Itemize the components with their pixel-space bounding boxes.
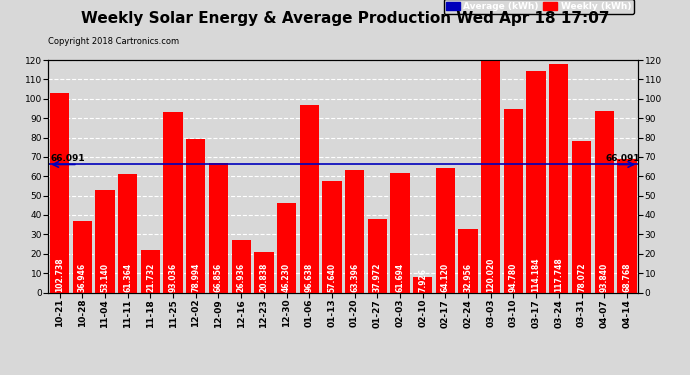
Bar xyxy=(458,229,477,292)
Bar xyxy=(141,251,160,292)
Text: 64.120: 64.120 xyxy=(441,262,450,291)
Text: 120.020: 120.020 xyxy=(486,257,495,291)
Text: 61.694: 61.694 xyxy=(395,262,404,291)
Text: 61.364: 61.364 xyxy=(124,262,132,291)
Bar xyxy=(232,240,250,292)
Bar xyxy=(164,112,183,292)
Text: 36.946: 36.946 xyxy=(78,262,87,291)
Text: 117.748: 117.748 xyxy=(554,257,563,291)
Bar xyxy=(526,71,546,292)
Text: 96.638: 96.638 xyxy=(305,262,314,291)
Bar xyxy=(368,219,387,292)
Text: 32.956: 32.956 xyxy=(464,262,473,291)
Bar xyxy=(72,221,92,292)
Bar xyxy=(595,111,614,292)
Bar xyxy=(322,181,342,292)
Text: Weekly Solar Energy & Average Production Wed Apr 18 17:07: Weekly Solar Energy & Average Production… xyxy=(81,11,609,26)
Bar xyxy=(186,140,206,292)
Text: 37.972: 37.972 xyxy=(373,262,382,291)
Text: 93.840: 93.840 xyxy=(600,262,609,291)
Bar xyxy=(95,189,115,292)
Text: 63.396: 63.396 xyxy=(350,262,359,291)
Text: 78.072: 78.072 xyxy=(577,262,586,291)
Text: 114.184: 114.184 xyxy=(531,257,541,291)
Bar xyxy=(504,109,523,292)
Bar xyxy=(299,105,319,292)
Bar xyxy=(391,173,410,292)
Text: 78.994: 78.994 xyxy=(191,262,200,291)
Text: 66.091: 66.091 xyxy=(606,153,640,162)
Text: 66.091: 66.091 xyxy=(50,153,85,162)
Text: 21.732: 21.732 xyxy=(146,262,155,291)
Bar xyxy=(345,170,364,292)
Text: 20.838: 20.838 xyxy=(259,262,268,291)
Bar xyxy=(549,64,569,292)
Legend: Average (kWh), Weekly (kWh): Average (kWh), Weekly (kWh) xyxy=(444,0,633,14)
Bar xyxy=(209,163,228,292)
Text: 26.936: 26.936 xyxy=(237,262,246,291)
Text: 66.856: 66.856 xyxy=(214,262,223,291)
Text: 102.738: 102.738 xyxy=(55,257,64,291)
Bar xyxy=(481,60,500,292)
Bar xyxy=(254,252,273,292)
Text: 57.640: 57.640 xyxy=(328,262,337,291)
Text: 94.780: 94.780 xyxy=(509,262,518,291)
Bar xyxy=(572,141,591,292)
Text: 93.036: 93.036 xyxy=(168,262,177,291)
Bar xyxy=(50,93,69,292)
Text: 53.140: 53.140 xyxy=(101,262,110,291)
Bar xyxy=(618,159,637,292)
Text: Copyright 2018 Cartronics.com: Copyright 2018 Cartronics.com xyxy=(48,38,179,46)
Text: 7.926: 7.926 xyxy=(418,267,427,291)
Text: 68.768: 68.768 xyxy=(622,262,631,291)
Text: 46.230: 46.230 xyxy=(282,262,291,291)
Bar xyxy=(436,168,455,292)
Bar xyxy=(413,277,433,292)
Bar xyxy=(277,203,296,292)
Bar xyxy=(118,174,137,292)
